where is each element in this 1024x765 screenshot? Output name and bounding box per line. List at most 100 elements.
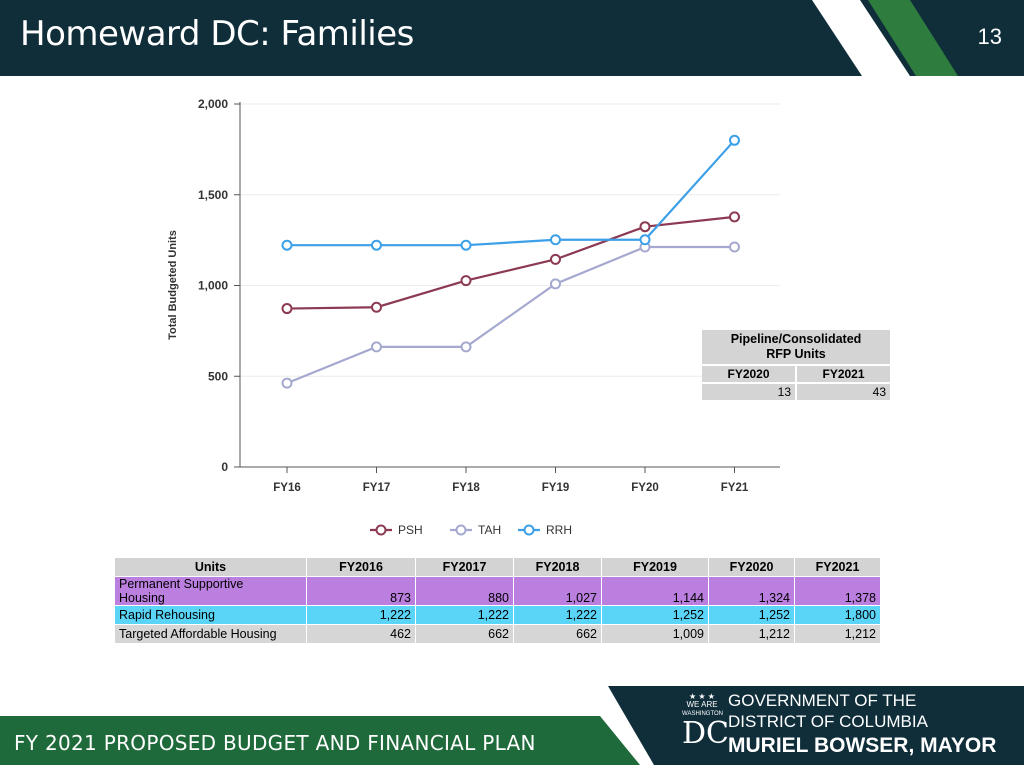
data-point-psh (371, 301, 382, 313)
pipeline-title-line2: RFP Units (766, 347, 826, 361)
footer-plan-title: FY 2021 PROPOSED BUDGET AND FINANCIAL PL… (14, 731, 536, 755)
data-point-rrh (460, 239, 472, 251)
x-tick-label: FY16 (273, 482, 301, 494)
column-header: FY2016 (307, 558, 415, 576)
table-cell: 1,027 (514, 577, 601, 605)
data-point-rrh (639, 234, 651, 246)
header-stripes (812, 0, 958, 76)
data-point-rrh (550, 234, 561, 246)
pipeline-title: Pipeline/Consolidated RFP Units (702, 330, 890, 364)
table-cell: 1,222 (514, 606, 601, 624)
legend-label-tah: TAH (478, 523, 501, 537)
data-point-psh (460, 275, 472, 287)
table-cell: 662 (514, 625, 601, 643)
data-point-psh (281, 303, 293, 315)
data-point-rrh (371, 239, 382, 251)
table-cell: 1,324 (709, 577, 794, 605)
pipeline-value-fy2021: 43 (797, 384, 890, 400)
page-title: Homeward DC: Families (20, 14, 414, 54)
y-axis-title: Total Budgeted Units (167, 230, 179, 340)
table-cell: 1,144 (602, 577, 708, 605)
units-table: Units FY2016 FY2017 FY2018 FY2019 FY2020… (114, 557, 881, 644)
table-cell: 1,212 (709, 625, 794, 643)
chart-legend: PSH TAH RRH (370, 523, 572, 537)
data-point-tah (281, 377, 293, 389)
table-cell: 873 (307, 577, 415, 605)
data-point-rrh (729, 134, 740, 146)
table-row: Rapid Rehousing 1,222 1,222 1,222 1,252 … (115, 606, 880, 624)
x-tick-label: FY18 (452, 482, 480, 494)
gov-line-3: MURIEL BOWSER, MAYOR (728, 734, 997, 757)
row-label-line2: Housing (119, 591, 165, 605)
table-cell: 1,378 (795, 577, 880, 605)
y-tick-label: 0 (221, 460, 228, 474)
we-are-washington-mark: ★ ★ ★ WE ARE WASHINGTON (682, 692, 724, 718)
y-tick-label: 1,500 (198, 188, 228, 202)
row-label-line1: Permanent Supportive (119, 577, 244, 591)
data-point-tah (550, 278, 561, 290)
footer-green-band (0, 716, 640, 765)
row-label: Permanent Supportive Housing (115, 577, 306, 605)
table-row: Targeted Affordable Housing 462 662 662 … (115, 625, 880, 643)
stripe-green (868, 0, 958, 76)
data-point-psh (639, 221, 651, 233)
line-chart: 0 500 1,000 1,500 2,000 FY16 FY17 FY18 FY19 FY20 F… (167, 97, 780, 537)
series-line-psh (286, 215, 735, 310)
page-number: 13 (977, 24, 1002, 49)
data-point-tah (460, 341, 472, 353)
series-line-rrh (287, 139, 736, 247)
gov-line-2: DISTRICT OF COLUMBIA (728, 712, 928, 731)
series-line-tah (286, 245, 735, 385)
legend-marker-tah (455, 524, 467, 536)
gov-line-1: GOVERNMENT OF THE (728, 691, 917, 710)
table-cell: 880 (416, 577, 513, 605)
column-header: FY2019 (602, 558, 708, 576)
legend-label-psh: PSH (398, 523, 423, 537)
data-point-tah (729, 241, 740, 253)
stars-icon: ★ ★ ★ (689, 692, 715, 701)
legend-label-rrh: RRH (546, 523, 572, 537)
x-tick-label: FY20 (631, 482, 659, 494)
washington-text: WASHINGTON (682, 711, 724, 717)
axis-layer: 0 500 1,000 1,500 2,000 FY16 FY17 FY18 FY19 FY20 F… (167, 97, 780, 494)
table-cell: 1,252 (602, 606, 708, 624)
units-table-header: Units FY2016 FY2017 FY2018 FY2019 FY2020… (115, 558, 880, 576)
footer-navy-band (608, 686, 1024, 765)
x-tick-label: FY21 (721, 482, 749, 494)
table-cell: 662 (416, 625, 513, 643)
y-tick-label: 1,000 (198, 279, 228, 293)
pipeline-value-fy2020: 13 (702, 384, 795, 400)
table-cell: 1,800 (795, 606, 880, 624)
row-label: Rapid Rehousing (115, 606, 306, 624)
column-header: FY2021 (795, 558, 880, 576)
we-are-text: WE ARE (686, 700, 718, 709)
table-cell: 1,009 (602, 625, 708, 643)
y-tick-label: 2,000 (198, 97, 228, 111)
row-label: Targeted Affordable Housing (115, 625, 306, 643)
pipeline-header-fy2021: FY2021 (797, 366, 890, 382)
data-point-tah (371, 341, 382, 353)
y-tick-label: 500 (208, 369, 228, 383)
column-header: FY2017 (416, 558, 513, 576)
table-cell: 462 (307, 625, 415, 643)
stripe-white (812, 0, 910, 76)
x-tick-label: FY19 (542, 482, 570, 494)
legend-marker-psh (375, 524, 387, 536)
dc-logo-text: DC (682, 716, 730, 751)
pipeline-table: Pipeline/Consolidated RFP Units FY2020 F… (700, 328, 892, 402)
column-header: FY2020 (709, 558, 794, 576)
table-row: Permanent Supportive Housing 873 880 1,02… (115, 577, 880, 605)
column-header: Units (115, 558, 306, 576)
legend-marker-rrh (523, 524, 535, 536)
table-cell: 1,252 (709, 606, 794, 624)
x-tick-label: FY17 (363, 482, 391, 494)
table-cell: 1,212 (795, 625, 880, 643)
data-point-psh (729, 211, 740, 223)
series-layer (281, 134, 740, 389)
pipeline-title-line1: Pipeline/Consolidated (730, 332, 862, 346)
pipeline-header-fy2020: FY2020 (702, 366, 795, 382)
grid-layer (240, 103, 780, 377)
data-point-psh (550, 253, 561, 265)
column-header: FY2018 (514, 558, 601, 576)
table-cell: 1,222 (307, 606, 415, 624)
